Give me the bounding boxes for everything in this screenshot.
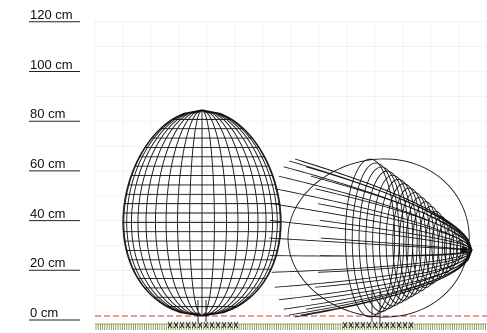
ground-hatch	[95, 324, 486, 330]
ruler-label: 0 cm	[30, 305, 59, 320]
ruler-label: 80 cm	[30, 106, 66, 122]
ruler-label: 40 cm	[30, 205, 66, 221]
ruler-label: 60 cm	[30, 155, 66, 171]
background-grid	[94, 20, 487, 321]
egg-upright	[122, 109, 282, 322]
ruler-label: 120 cm	[30, 6, 73, 22]
egg-upright-base-marks	[167, 321, 239, 329]
egg-lying-pole	[460, 246, 468, 254]
egg-lying	[269, 158, 473, 322]
egg-lying-base-marks	[342, 321, 414, 329]
ruler-label: 100 cm	[30, 56, 73, 72]
egg-lying-outline	[287, 158, 470, 318]
ruler-label: 20 cm	[30, 255, 66, 271]
